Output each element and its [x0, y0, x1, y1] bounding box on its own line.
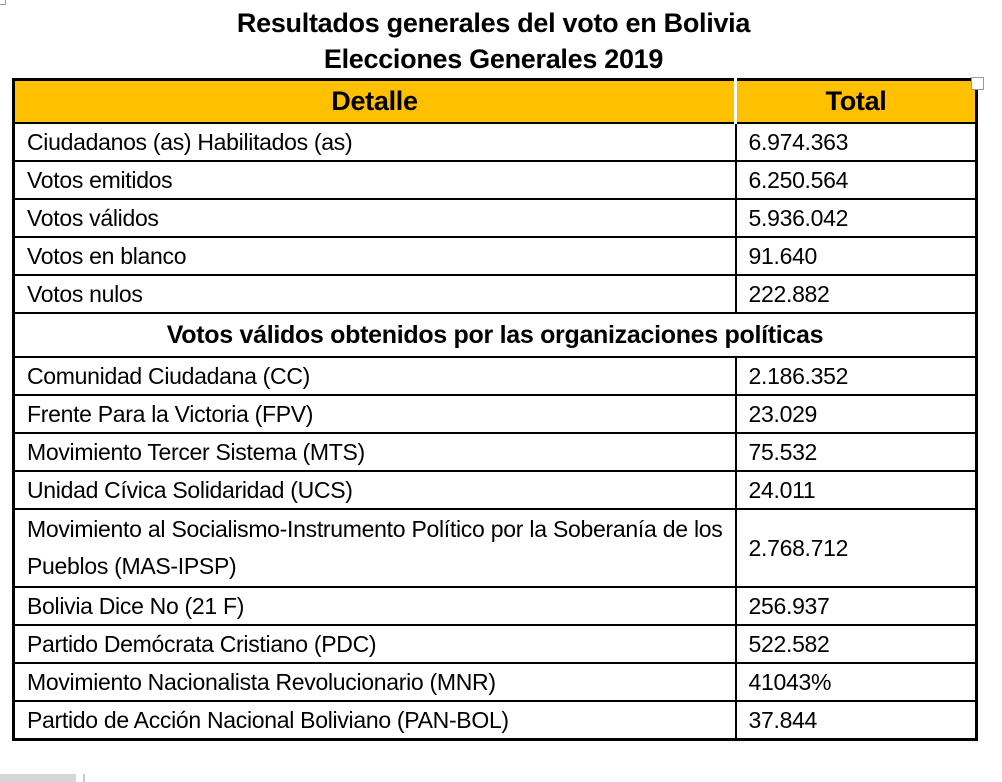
table-row: Votos emitidos 6.250.564: [12, 160, 978, 200]
row-label: Movimiento Tercer Sistema (MTS): [12, 432, 737, 472]
row-value: 91.640: [734, 236, 978, 276]
column-header-total: Total: [734, 79, 977, 124]
table-move-handle-icon: [0, 0, 6, 5]
row-value: 23.029: [734, 394, 978, 434]
row-label: Votos emitidos: [12, 160, 737, 200]
row-label: Votos válidos: [12, 198, 737, 238]
page-title: Resultados generales del voto en Bolivia…: [12, 5, 975, 77]
row-value: 6.250.564: [734, 160, 978, 200]
row-label: Comunidad Ciudadana (CC): [12, 356, 737, 396]
table-row: Votos nulos 222.882: [12, 274, 978, 314]
section-header-row: Votos válidos obtenidos por las organiza…: [12, 312, 978, 358]
row-value: 24.011: [734, 470, 978, 510]
column-resize-handle[interactable]: [971, 77, 984, 90]
table-row: Frente Para la Victoria (FPV) 23.029: [12, 394, 978, 434]
row-label: Bolivia Dice No (21 F): [12, 586, 737, 626]
row-value: 37.844: [734, 700, 978, 741]
row-value: 6.974.363: [734, 122, 978, 162]
row-label: Movimiento al Socialismo-Instrumento Pol…: [12, 508, 737, 588]
table-row: Votos en blanco 91.640: [12, 236, 978, 276]
row-label: Frente Para la Victoria (FPV): [12, 394, 737, 434]
table-row: Partido de Acción Nacional Boliviano (PA…: [12, 700, 978, 741]
table-row: Movimiento Tercer Sistema (MTS) 75.532: [12, 432, 978, 472]
row-value: 2.186.352: [734, 356, 978, 396]
table-row: Bolivia Dice No (21 F) 256.937: [12, 586, 978, 626]
table-row: Movimiento Nacionalista Revolucionario (…: [12, 662, 978, 702]
bottom-divider-line: [83, 774, 85, 782]
title-line-2: Elecciones Generales 2019: [323, 44, 664, 74]
row-value: 5.936.042: [734, 198, 978, 238]
row-label: Votos en blanco: [12, 236, 737, 276]
table-row: Unidad Cívica Solidaridad (UCS) 24.011: [12, 470, 978, 510]
row-value: 41043%: [734, 662, 978, 702]
row-label: Ciudadanos (as) Habilitados (as): [12, 122, 737, 162]
bottom-page-artifact: [0, 774, 76, 782]
table-row: Votos válidos 5.936.042: [12, 198, 978, 238]
table-row: Comunidad Ciudadana (CC) 2.186.352: [12, 356, 978, 396]
row-label: Unidad Cívica Solidaridad (UCS): [12, 470, 737, 510]
table-row: Partido Demócrata Cristiano (PDC) 522.58…: [12, 624, 978, 664]
row-value: 75.532: [734, 432, 978, 472]
row-label: Movimiento Nacionalista Revolucionario (…: [12, 662, 737, 702]
row-value: 2.768.712: [734, 508, 978, 588]
column-header-detalle: Detalle: [13, 79, 737, 124]
results-table: Detalle Total Ciudadanos (as) Habilitado…: [12, 78, 978, 741]
row-label: Votos nulos: [12, 274, 737, 314]
row-value: 256.937: [734, 586, 978, 626]
table-row: Ciudadanos (as) Habilitados (as) 6.974.3…: [12, 122, 978, 162]
row-label: Partido Demócrata Cristiano (PDC): [12, 624, 737, 664]
row-label: Partido de Acción Nacional Boliviano (PA…: [12, 700, 737, 741]
row-value: 222.882: [734, 274, 978, 314]
table-row: Movimiento al Socialismo-Instrumento Pol…: [12, 508, 978, 588]
table-header-row: Detalle Total: [13, 79, 977, 124]
row-value: 522.582: [734, 624, 978, 664]
section-header-label: Votos válidos obtenidos por las organiza…: [12, 312, 978, 358]
title-line-1: Resultados generales del voto en Bolivia: [236, 8, 751, 38]
